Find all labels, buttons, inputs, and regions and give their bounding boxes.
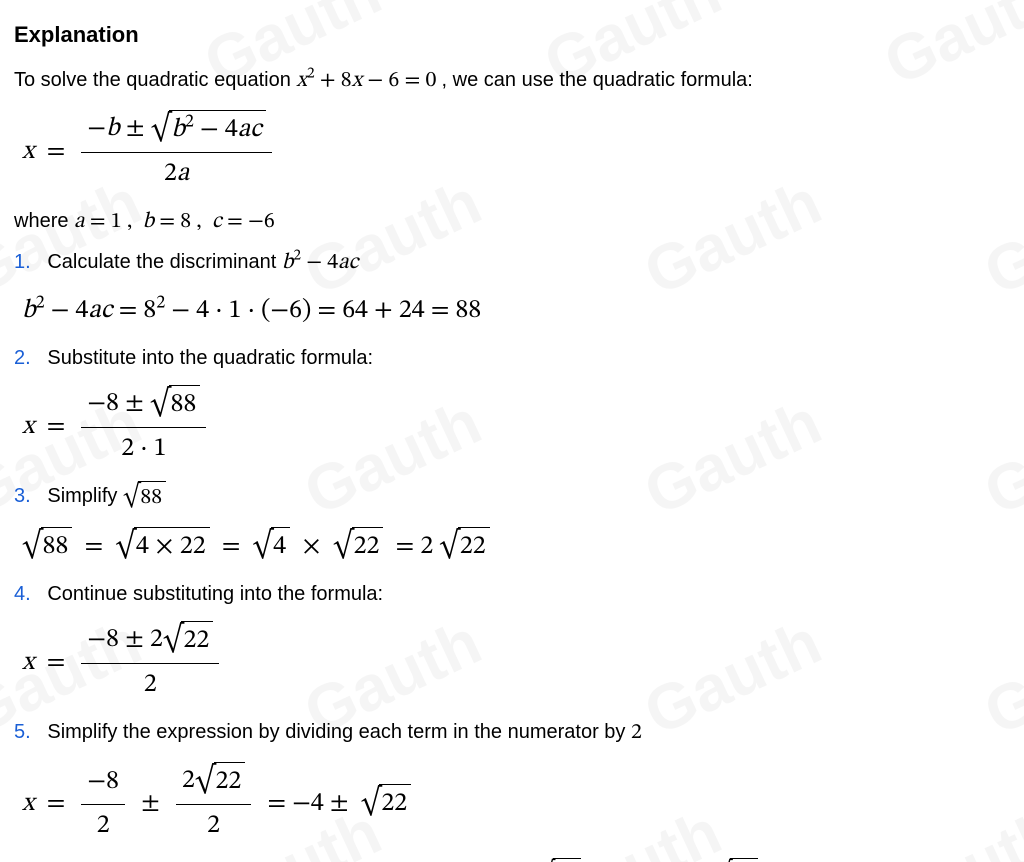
intro-line: To solve the quadratic equation x2 + 8x … <box>14 65 1010 98</box>
step3-calc: 88 = 4 × 22 = 4 × 22 = 222 <box>22 527 1010 567</box>
step2-label: Substitute into the quadratic formula: <box>47 347 373 369</box>
step3-expr: 88 <box>123 486 166 508</box>
step2-num: 2. <box>14 347 31 369</box>
quadratic-formula: x = −b ± b2 − 4ac 2a <box>22 110 1010 194</box>
formula-fraction: −b ± b2 − 4ac 2a <box>81 110 271 194</box>
step4-line: 4. Continue substituting into the formul… <box>14 579 1010 609</box>
where-line: where a = 1 , b = 8 , c = −6 <box>14 206 1010 239</box>
step2-formula: x = −8 ± 88 2 · 1 <box>22 385 1010 469</box>
step5-num: 5. <box>14 721 31 743</box>
step5-formula: x = −82 ± 2222 = −4 ± 22 <box>22 762 1010 846</box>
where-prefix: where <box>14 210 74 232</box>
intro-prefix: To solve the quadratic equation <box>14 69 296 91</box>
step4-num: 4. <box>14 583 31 605</box>
step1-expr: b2 − 4ac <box>282 252 359 274</box>
step5-line: 5. Simplify the expression by dividing e… <box>14 717 1010 750</box>
step1-calc: b2 − 4ac = 82 − 4 · 1 · (−6) = 64 + 24 =… <box>22 292 1010 331</box>
step1-num: 1. <box>14 251 31 273</box>
where-values: a = 1 , b = 8 , c = −6 <box>74 211 275 233</box>
heading-explanation: Explanation <box>14 18 1010 51</box>
step2-line: 2. Substitute into the quadratic formula… <box>14 343 1010 373</box>
step3-label: Simplify <box>47 485 123 507</box>
intro-equation: x2 + 8x − 6 = 0 <box>296 70 441 92</box>
intro-suffix: , we can use the quadratic formula: <box>442 69 753 91</box>
step5-label: Simplify the expression by dividing each… <box>47 721 631 743</box>
step1-line: 1. Calculate the discriminant b2 − 4ac <box>14 247 1010 280</box>
explanation-body: Explanation To solve the quadratic equat… <box>0 0 1024 862</box>
final-line: Thus, the solutions to the quadratic equ… <box>14 858 1010 862</box>
step1-label: Calculate the discriminant <box>47 251 282 273</box>
step4-formula: x = −8 ± 222 2 <box>22 621 1010 705</box>
step4-label: Continue substituting into the formula: <box>47 583 383 605</box>
step3-num: 3. <box>14 485 31 507</box>
step3-line: 3. Simplify 88 <box>14 481 1010 515</box>
step5-two: 2 <box>631 722 642 744</box>
formula-lhs: x <box>22 133 34 172</box>
